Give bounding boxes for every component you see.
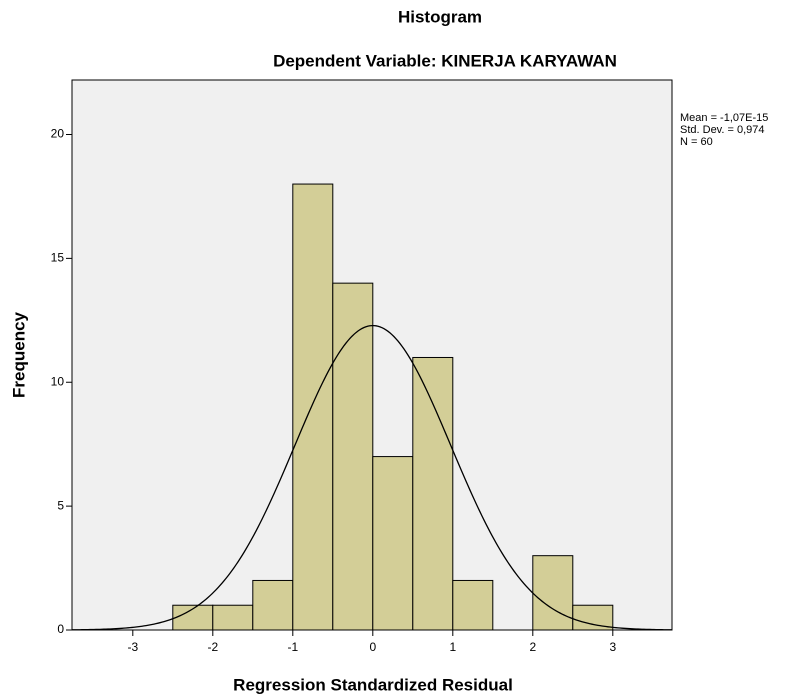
x-tick-label: 3 — [609, 640, 616, 654]
bar — [332, 282, 374, 631]
chart-subtitle: Dependent Variable: KINERJA KARYAWAN — [273, 51, 617, 70]
y-tick-label: 15 — [51, 251, 65, 265]
bar — [252, 579, 294, 631]
x-tick-label: 2 — [529, 640, 536, 654]
y-tick-label: 0 — [57, 622, 64, 636]
x-axis-label: Regression Standardized Residual — [233, 675, 513, 694]
y-tick-label: 10 — [51, 374, 65, 388]
x-tick-label: 0 — [369, 640, 376, 654]
y-tick-label: 5 — [57, 498, 64, 512]
x-tick-label: 1 — [449, 640, 456, 654]
x-tick-label: -2 — [207, 640, 218, 654]
bar — [292, 183, 334, 631]
x-tick-label: -3 — [127, 640, 138, 654]
stat-mean: Mean = -1,07E-15 — [680, 112, 768, 124]
x-tick-label: -1 — [287, 640, 298, 654]
bar — [212, 604, 254, 631]
bar — [452, 579, 494, 631]
y-tick-label: 20 — [51, 127, 65, 141]
bar — [412, 356, 454, 631]
stat-std: Std. Dev. = 0,974 — [680, 124, 765, 136]
bar — [572, 604, 614, 631]
plot-frame — [71, 79, 673, 631]
bar — [532, 555, 574, 631]
bar — [372, 456, 414, 631]
stat-n: N = 60 — [680, 136, 713, 148]
normal-curve — [71, 324, 673, 631]
chart-title: Histogram — [398, 7, 482, 26]
y-axis-label: Frequency — [9, 311, 28, 398]
